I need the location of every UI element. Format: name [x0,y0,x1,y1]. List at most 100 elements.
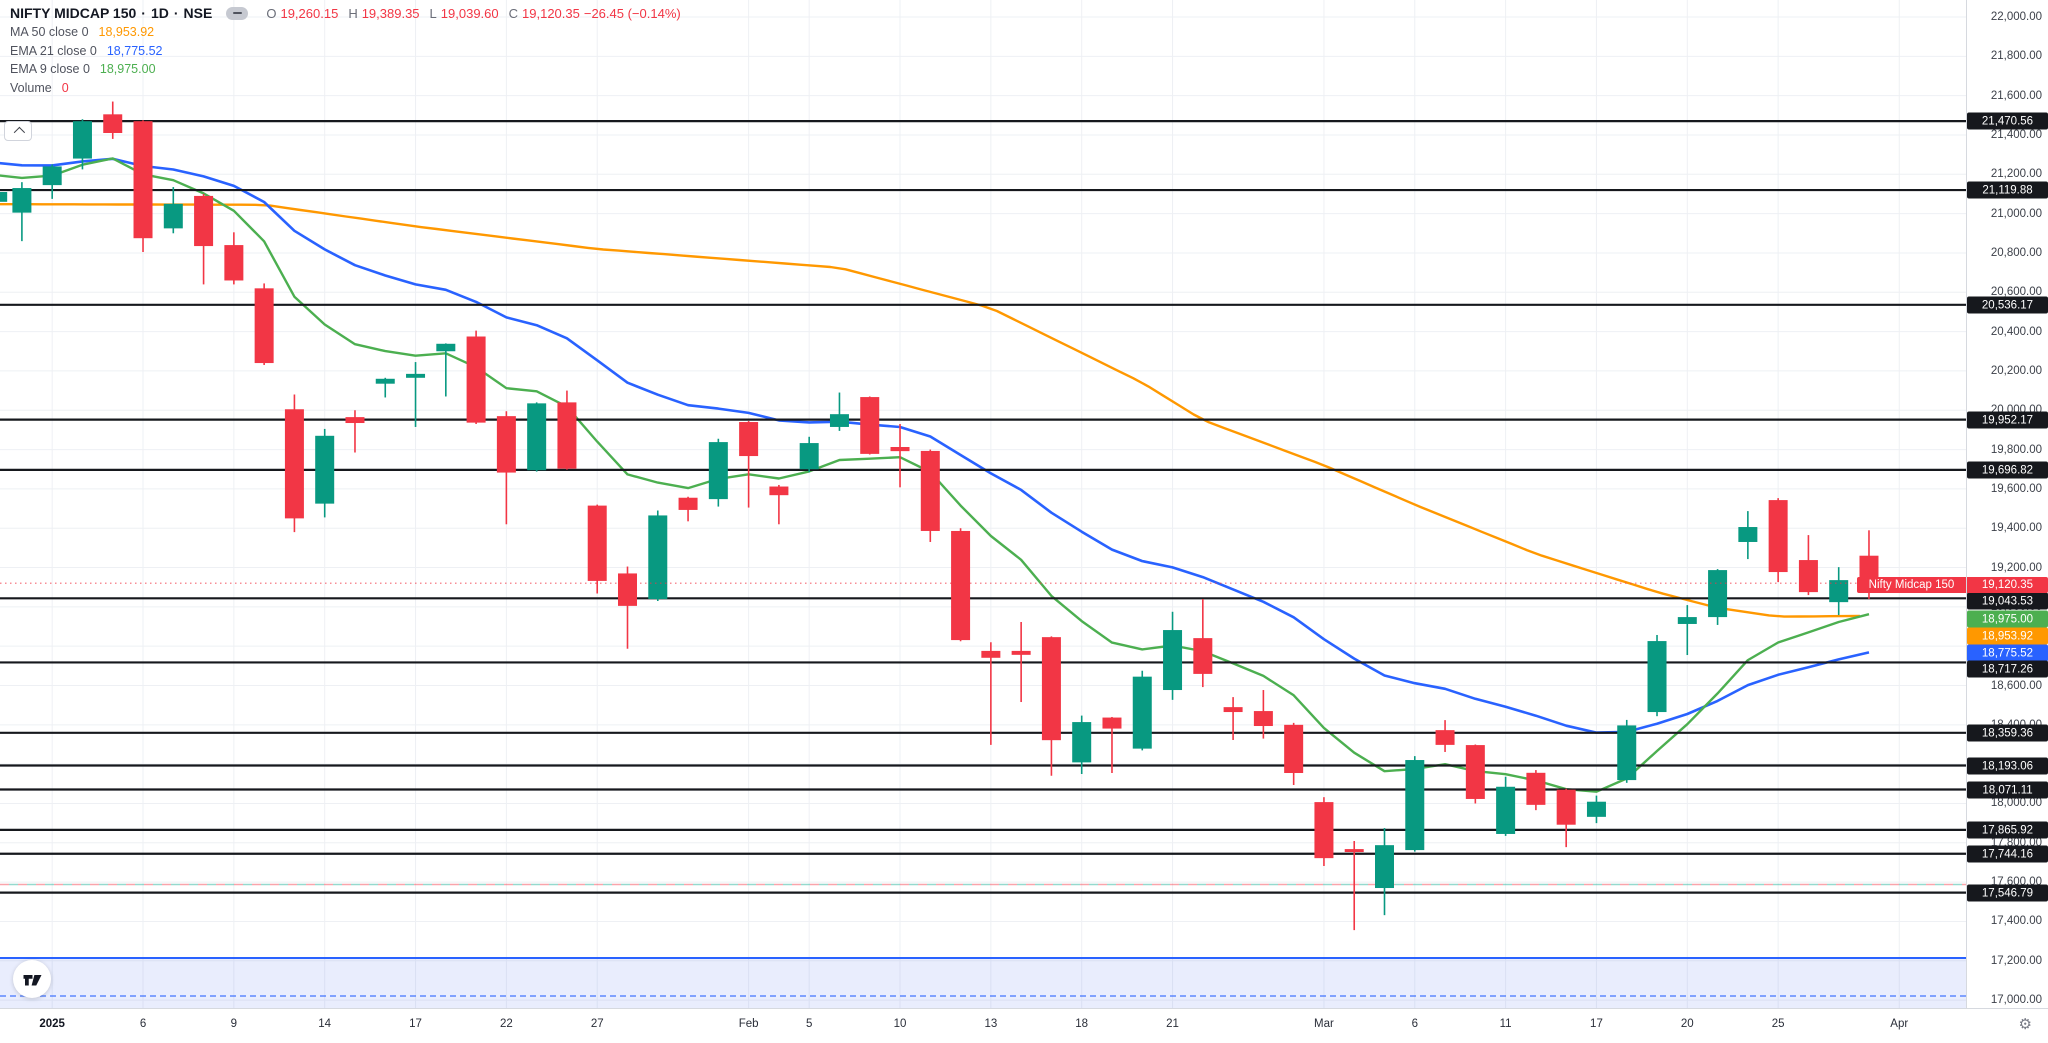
candle-body [406,373,426,378]
candle-body [1556,789,1576,825]
tradingview-logo[interactable] [13,960,51,998]
price-axis-tick-label: 19,600.00 [1990,482,2042,495]
price-level-badge: 20,536.17 [1967,296,2048,314]
candle-body [739,422,759,457]
time-axis-tick-label: 6 [1411,1018,1418,1030]
price-level-badge: 18,193.06 [1967,757,2048,775]
time-axis-tick-label: Feb [738,1018,759,1030]
candle-body [72,121,92,159]
price-level-badge: 18,975.00 [1967,610,2048,628]
title-separator: · [173,5,179,21]
candle-body [1375,845,1394,889]
candle-body [1405,760,1425,851]
price-axis-tick-label: 21,400.00 [1990,128,2042,141]
candle-body [1072,722,1092,763]
price-axis-tick-label: 17,400.00 [1990,915,2042,928]
time-axis-tick-label: 6 [139,1018,147,1030]
candle-body [1284,724,1304,774]
indicator-row-ema21[interactable]: EMA 21 close 0 18,775.52 [10,42,681,61]
minus-icon [232,11,242,15]
volume-pane-collapsed[interactable] [0,957,1966,1008]
candle-body [1435,730,1455,745]
time-axis-tick-label: 27 [590,1018,604,1030]
price-level-badge: 18,359.36 [1967,724,2048,742]
time-axis-tick-label: 20 [1680,1018,1694,1030]
candle-body [163,203,183,229]
low-value: 19,039.60 [440,5,499,21]
indicator-value: 18,953.92 [98,25,155,40]
price-axis-tick-label: 20,800.00 [1990,246,2042,259]
ma50-line [0,203,1860,618]
symbol-name: NIFTY MIDCAP 150 [10,5,137,21]
price-level-badge: 17,865.92 [1967,821,2048,839]
candle-body [587,505,607,581]
high-value: 19,389.35 [361,5,420,21]
candle-body [1253,711,1273,727]
candle-body [1193,638,1213,674]
close-letter: C [508,5,519,21]
candle-body [133,121,153,239]
candle-body [1586,801,1606,817]
price-level-badge: 17,546.79 [1967,884,2048,902]
time-axis[interactable]: ⚙ 2025 6 9 14 17 22 27 Feb 5 10 13 18 21 Mar 6 11 17 20 25… [0,1008,2048,1043]
legend-more-button[interactable] [226,6,249,20]
axis-settings-gear-icon[interactable]: ⚙ [2018,1016,2032,1033]
candle-body [103,114,123,134]
time-axis-tick-label: Apr [1890,1018,1909,1030]
candle-body [618,573,637,606]
price-axis-tick-label: 18,000.00 [1990,797,2042,810]
time-axis-tick-label: 17 [1590,1018,1603,1030]
candlestick-chart-pane[interactable]: NIFTY MIDCAP 150 · 1D · NSE O 19,260.15 H… [0,0,1966,1008]
high-letter: H [348,5,358,21]
candle-body [1526,772,1546,805]
candle-body [466,336,486,423]
price-axis-tick-label: 21,800.00 [1990,50,2042,63]
volume-pane-dashed-line [0,995,1966,997]
price-axis-tick-label: 20,200.00 [1990,364,2042,377]
indicator-row-volume[interactable]: Volume 0 [10,79,681,98]
last-price-value-badge: 19,120.35 [1967,577,2048,593]
symbol-interval[interactable]: 1D [150,5,169,21]
indicator-row-ma50[interactable]: MA 50 close 0 18,953.92 [10,23,681,42]
price-level-badge: 19,952.17 [1967,411,2048,429]
price-level-badge: 21,119.88 [1967,181,2048,199]
candle-body [1768,500,1788,573]
candle-body [496,416,516,473]
price-level-badge: 18,953.92 [1967,627,2048,645]
change-value: −26.45 (−0.14%) [583,5,681,21]
time-axis-tick-label: 9 [230,1018,238,1030]
time-axis-tick-label: 10 [893,1018,907,1030]
candle-body [315,435,335,504]
candle-body [1132,676,1152,749]
chart-legend: NIFTY MIDCAP 150 · 1D · NSE O 19,260.15 H… [10,3,681,97]
candle-body [890,447,910,452]
price-axis-tick-label: 21,600.00 [1990,89,2042,102]
price-level-badge: 18,071.11 [1967,781,2048,799]
chevron-up-icon [13,126,26,139]
candle-body [1314,802,1334,859]
candle-body [678,497,698,510]
time-axis-tick-label: 18 [1075,1018,1089,1030]
candle-body [1223,707,1243,713]
low-letter: L [429,5,437,21]
symbol-title-row[interactable]: NIFTY MIDCAP 150 · 1D · NSE O 19,260.15 H… [10,3,681,23]
price-axis-tick-label: 21,200.00 [1990,168,2042,181]
price-chart-canvas[interactable] [0,0,1966,1008]
candle-body [1859,555,1879,584]
candle-body [799,443,819,470]
open-value: 19,260.15 [280,5,339,21]
time-axis-tick-label: 11 [1499,1018,1512,1030]
collapse-pane-button[interactable] [4,121,32,141]
indicator-value: 0 [61,80,69,95]
candle-body [1708,570,1728,618]
candle-body [0,191,8,202]
time-axis-tick-label: Mar [1314,1018,1334,1030]
price-level-badge: 18,775.52 [1967,644,2048,662]
candle-body [1102,717,1122,729]
last-price-symbol-label: Nifty Midcap 150 [1857,577,1966,593]
title-separator: · [141,5,146,21]
price-axis[interactable]: 17,000.00 17,200.00 17,400.00 17,600.00 17,8… [1966,0,2048,1008]
candle-body [1647,641,1667,713]
indicator-label: EMA 9 close 0 [10,62,90,77]
indicator-row-ema9[interactable]: EMA 9 close 0 18,975.00 [10,60,681,79]
